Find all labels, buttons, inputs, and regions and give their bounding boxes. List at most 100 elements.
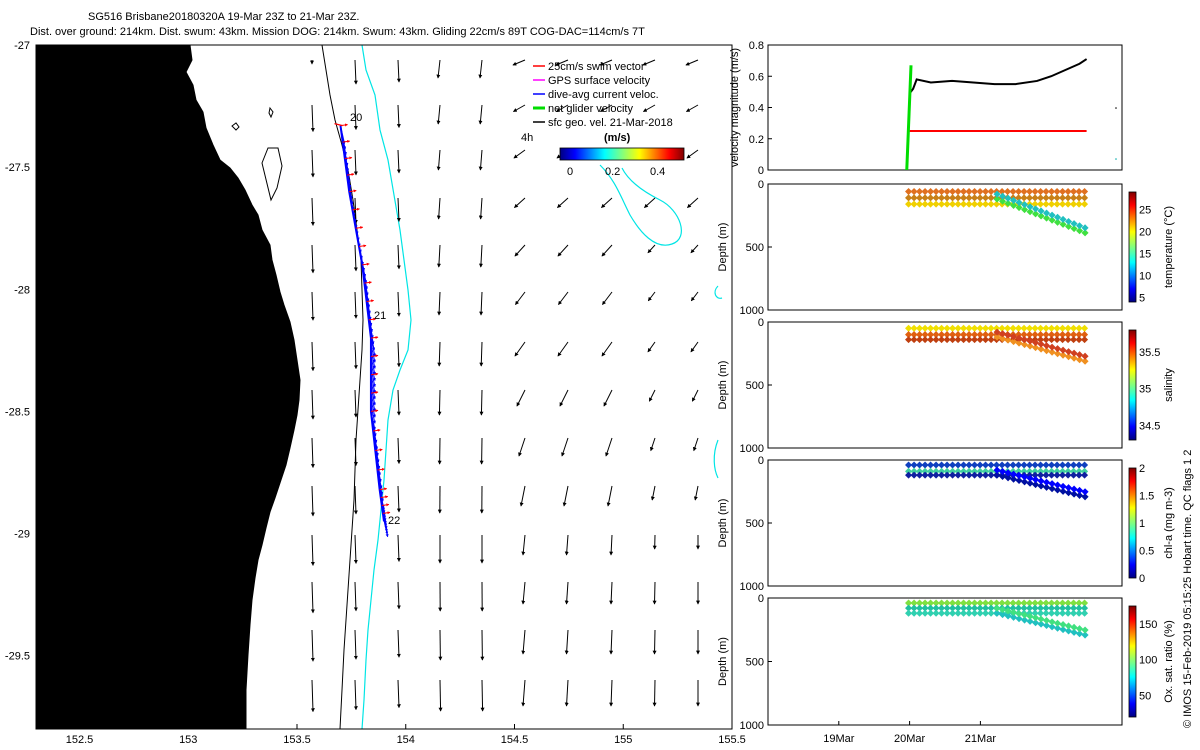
velocity-arrow	[353, 534, 358, 564]
chlorophyll-cell	[987, 461, 995, 469]
oxygen-cell	[949, 599, 957, 607]
oxygen-cell	[938, 604, 946, 612]
velocity-arrow	[564, 629, 569, 655]
dac-vector	[370, 356, 376, 375]
dac-vector	[370, 411, 376, 430]
salinity-cell	[965, 336, 973, 344]
dac-vector	[369, 325, 375, 345]
salinity-cell	[1015, 324, 1023, 332]
velocity-arrow	[521, 581, 526, 605]
dac-vector	[370, 405, 376, 424]
oxygen-colorbar-tick: 100	[1139, 655, 1157, 667]
velocity-arrow	[609, 679, 614, 707]
salinity-cell	[987, 324, 995, 332]
temperature-colorbar-label: temperature (°C)	[1163, 206, 1175, 288]
velocity-series-net-glider	[905, 65, 913, 171]
island	[268, 106, 274, 119]
temperature-cell	[916, 200, 924, 208]
velocity-speck	[1115, 158, 1117, 160]
chlorophyll-cell	[938, 461, 946, 469]
chlorophyll-cell	[987, 471, 995, 479]
dac-vector	[365, 295, 371, 314]
salinity-cell	[1021, 336, 1029, 344]
temperature-cell	[910, 194, 918, 202]
velocity-arrow	[557, 244, 569, 257]
temperature-cell	[1015, 188, 1023, 196]
velocity-arrow	[353, 485, 358, 515]
velocity-arrow	[690, 291, 699, 302]
oxygen-cell	[987, 599, 995, 607]
velocity-arrow	[353, 389, 358, 418]
legend-dac: dive-avg current veloc.	[548, 89, 659, 101]
velocity-arrow	[644, 197, 656, 208]
map-xtick-label: 155	[614, 734, 632, 746]
land-mass	[36, 45, 301, 729]
temperature-cell	[910, 200, 918, 208]
dac-vector	[376, 463, 382, 483]
salinity-cell	[1021, 341, 1029, 349]
chlorophyll-cell	[927, 471, 935, 479]
velocity-arrow	[652, 581, 657, 605]
oxygen-cell	[938, 599, 946, 607]
chlorophyll-cell	[982, 471, 990, 479]
velocity-ytick-label: 0.2	[749, 134, 764, 146]
isobath-200m	[321, 45, 364, 729]
oxygen-ytick-label: 1000	[740, 720, 764, 732]
oxygen-cell	[910, 599, 918, 607]
temperature-cell	[987, 194, 995, 202]
salinity-cell	[982, 324, 990, 332]
salinity-cell	[971, 331, 979, 339]
oxygen-cell	[921, 609, 929, 617]
oxygen-cell	[960, 609, 968, 617]
salinity-cell	[905, 331, 913, 339]
temperature-cell	[960, 188, 968, 196]
salinity-cell	[960, 331, 968, 339]
oxygen-cell	[932, 609, 940, 617]
chlorophyll-cell	[971, 467, 979, 475]
velocity-arrow	[478, 244, 483, 268]
velocity-arrow	[692, 437, 699, 452]
velocity-ytick-label: 0	[758, 165, 764, 177]
map-frame	[35, 44, 733, 730]
oxygen-cell	[971, 599, 979, 607]
swim-vector	[380, 495, 389, 499]
dac-vector	[371, 424, 378, 443]
oxygen-cell	[905, 599, 913, 607]
velocity-arrow	[648, 389, 656, 402]
temperature-cell	[949, 188, 957, 196]
velocity-arrow	[685, 59, 699, 66]
velocity-arrow	[514, 341, 526, 357]
time-xtick-label: 20Mar	[894, 733, 926, 745]
swim-vector	[368, 317, 377, 321]
oxygen-cell	[916, 599, 924, 607]
velocity-arrow	[558, 291, 569, 306]
oxygen-cell	[938, 609, 946, 617]
velocity-panel	[767, 44, 1123, 171]
velocity-arrow	[649, 437, 656, 452]
oxygen-colorbar-tick: 50	[1139, 691, 1151, 703]
temperature-cell	[943, 194, 951, 202]
velocity-arrow	[353, 149, 358, 176]
velocity-arrow	[642, 59, 656, 66]
velocity-arrow	[521, 679, 526, 707]
island	[231, 122, 240, 131]
velocity-series-dive-avg-current	[908, 58, 1088, 95]
map-panel: 152.5 153 153.5 154 154.5 155 155.5 -27 -27.5 -28…	[5, 40, 746, 746]
oxygen-ytick-label: 0	[758, 593, 764, 605]
velocity-arrow	[396, 104, 401, 129]
chlorophyll-cell	[1009, 461, 1017, 469]
temperature-cell	[999, 192, 1007, 200]
velocity-arrow	[310, 485, 315, 517]
salinity-cell	[905, 324, 913, 332]
velocity-arrow	[652, 679, 657, 707]
isobath-fragment	[714, 285, 723, 299]
swim-vector	[362, 262, 370, 266]
map-ytick-label: -27.5	[5, 162, 30, 174]
velocity-ytick-label: 0.4	[749, 103, 764, 115]
velocity-arrow	[396, 341, 401, 368]
chlorophyll-colorbar-tick: 2	[1139, 463, 1145, 475]
temperature-cell	[1004, 194, 1012, 202]
map-xtick-label: 155.5	[718, 734, 746, 746]
swim-vector	[342, 139, 351, 143]
oxygen-cell	[971, 609, 979, 617]
